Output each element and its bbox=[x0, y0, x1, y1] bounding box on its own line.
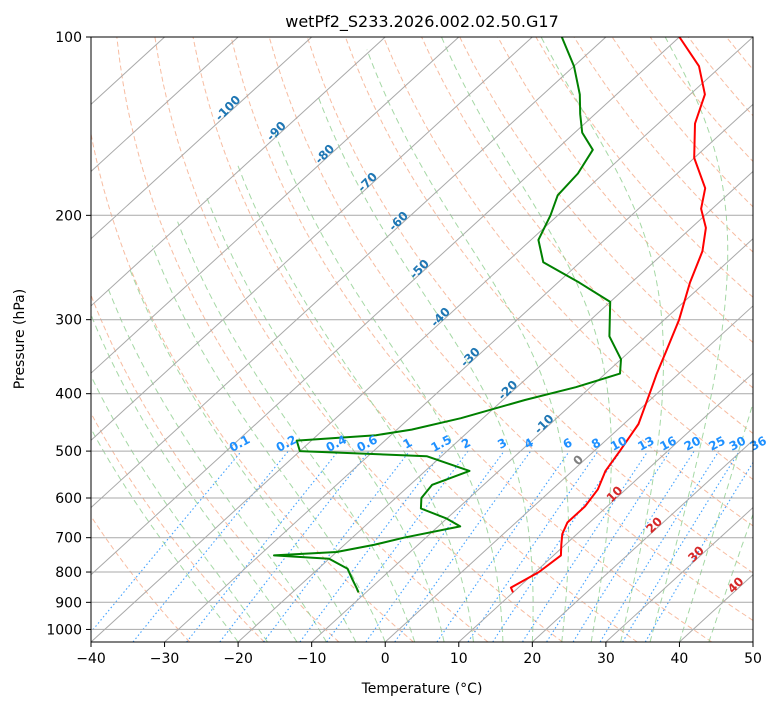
moist-adiabat bbox=[128, 267, 357, 642]
x-tick-label: 0 bbox=[381, 651, 390, 667]
isotherm-line bbox=[458, 372, 753, 642]
moist-adiabat bbox=[205, 195, 445, 642]
mixing-ratio-label: 13 bbox=[635, 433, 656, 453]
mixing-ratio-line bbox=[299, 450, 444, 642]
isotherm-line bbox=[91, 37, 386, 307]
isotherm-line bbox=[384, 305, 753, 642]
isotherm-line bbox=[311, 238, 753, 642]
x-tick-label: 10 bbox=[450, 651, 468, 667]
moist-adiabat bbox=[708, 513, 753, 642]
y-tick-label: 1000 bbox=[46, 622, 82, 638]
mixing-ratio-label: 20 bbox=[682, 433, 703, 453]
x-tick-label: 50 bbox=[744, 651, 762, 667]
grid bbox=[91, 37, 753, 642]
x-axis-label: Temperature (°C) bbox=[361, 681, 483, 697]
mixing-ratio-line bbox=[365, 450, 505, 642]
y-axis-label: Pressure (hPa) bbox=[12, 289, 28, 389]
dewpoint-profile-line bbox=[273, 37, 622, 593]
temperature-profile-line bbox=[509, 37, 707, 593]
y-tick-label: 600 bbox=[55, 491, 82, 507]
moist-adiabat bbox=[177, 221, 416, 642]
x-tick-label: −10 bbox=[297, 651, 327, 667]
x-tick-label: 40 bbox=[671, 651, 689, 667]
moist-adiabat bbox=[649, 37, 729, 642]
mixing-ratio-line bbox=[436, 450, 570, 642]
chart-title: wetPf2_S233.2026.002.02.50.G17 bbox=[285, 12, 559, 32]
moist-adiabat bbox=[366, 49, 570, 642]
y-tick-label: 700 bbox=[55, 531, 82, 547]
plot-frame bbox=[90, 36, 754, 643]
isotherm-line bbox=[91, 37, 313, 240]
mixing-ratio-line bbox=[91, 450, 242, 633]
isotherm-line bbox=[164, 103, 753, 642]
moist-adiabat bbox=[678, 401, 753, 642]
dry-adiabat bbox=[535, 37, 753, 298]
mixing-ratio-line bbox=[263, 450, 410, 642]
y-tick-label: 400 bbox=[55, 387, 82, 403]
dry-adiabat bbox=[192, 37, 638, 642]
dry-adiabat bbox=[154, 37, 563, 642]
isotherm-line bbox=[91, 37, 680, 576]
mixing-ratio-line bbox=[326, 450, 469, 642]
moist-adiabat bbox=[107, 287, 327, 642]
y-tick-label: 900 bbox=[55, 595, 82, 611]
dry-adiabat bbox=[497, 37, 753, 344]
dry-adiabat bbox=[421, 37, 753, 435]
mixing-ratio-line bbox=[599, 450, 720, 642]
moist-adiabat bbox=[91, 374, 268, 642]
isotherm-line bbox=[91, 37, 239, 173]
moist-adiabat bbox=[151, 245, 386, 642]
moist-adiabat bbox=[316, 94, 534, 642]
mixing-ratio-label: 16 bbox=[657, 433, 678, 453]
isotherm-line bbox=[237, 170, 753, 642]
mixing-ratio-label: 25 bbox=[706, 433, 727, 453]
mixing-ratio-line bbox=[522, 450, 649, 642]
moist-adiabat bbox=[237, 165, 474, 642]
profile-series bbox=[273, 37, 707, 593]
dry-adiabat bbox=[268, 37, 753, 622]
x-axis: −40 −30 −20 −10 0 10 20 30 40 50 bbox=[76, 642, 762, 667]
dry-adiabat bbox=[116, 37, 489, 642]
isotherm-line bbox=[91, 37, 533, 441]
x-tick-label: −40 bbox=[76, 651, 106, 667]
isotherm-line bbox=[605, 506, 753, 642]
isotherm-line bbox=[91, 37, 607, 509]
mixing-ratio-label: 30 bbox=[727, 433, 748, 453]
mixing-ratio-line bbox=[572, 450, 695, 642]
x-tick-label: −20 bbox=[223, 651, 253, 667]
mixing-ratio-line bbox=[132, 450, 289, 642]
y-tick-label: 200 bbox=[55, 208, 82, 224]
mixing-ratio-line bbox=[622, 450, 740, 642]
moist-adiabat bbox=[540, 37, 664, 642]
y-tick-label: 100 bbox=[55, 30, 82, 46]
y-tick-label: 800 bbox=[55, 565, 82, 581]
mixing-ratio-label: 10 bbox=[608, 433, 629, 453]
x-tick-label: 20 bbox=[523, 651, 541, 667]
x-tick-label: −30 bbox=[150, 651, 180, 667]
isotherm-line bbox=[91, 37, 460, 374]
mixing-ratio-line bbox=[546, 450, 671, 642]
x-tick-label: 30 bbox=[597, 651, 615, 667]
dry-adiabat bbox=[306, 37, 753, 574]
moist-adiabat bbox=[441, 37, 612, 642]
y-tick-label: 300 bbox=[55, 313, 82, 329]
y-axis: 100 200 300 400 500 600 700 800 900 1000 bbox=[46, 30, 91, 638]
dry-adiabat bbox=[91, 412, 265, 642]
isotherm-line bbox=[531, 439, 753, 642]
mixing-ratio-line bbox=[492, 450, 622, 642]
mixing-ratio-line bbox=[186, 450, 339, 642]
y-tick-label: 500 bbox=[55, 444, 82, 460]
isotherm-line bbox=[91, 37, 753, 642]
mixing-ratio-line bbox=[467, 450, 599, 642]
